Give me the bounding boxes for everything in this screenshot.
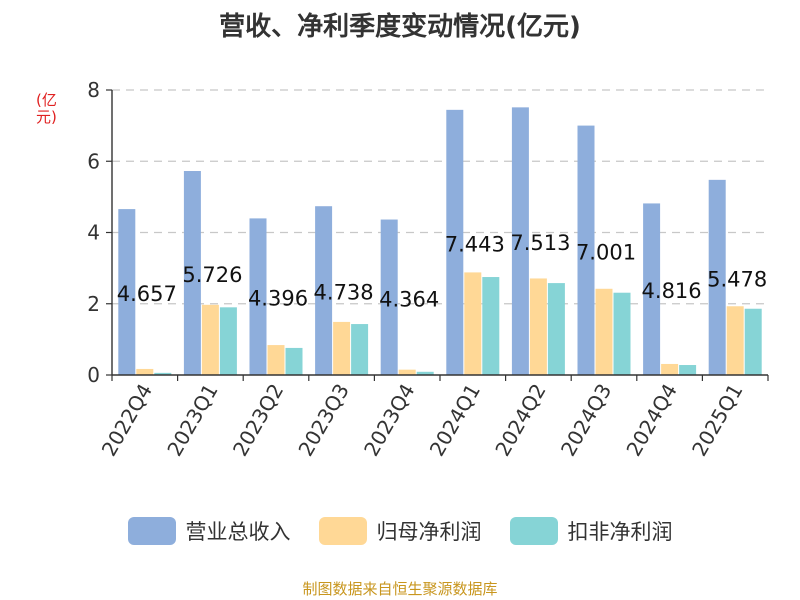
y-tick-label: 4 bbox=[87, 221, 100, 245]
legend-item[interactable]: 扣非净利润 bbox=[509, 516, 673, 546]
x-tick-label: 2023Q4 bbox=[359, 380, 419, 461]
chart-title: 营收、净利季度变动情况(亿元) bbox=[219, 12, 581, 42]
bar bbox=[136, 368, 154, 375]
bar bbox=[285, 347, 303, 375]
bar bbox=[315, 206, 333, 375]
bar bbox=[643, 203, 661, 375]
bar bbox=[380, 219, 398, 375]
legend: 营业总收入 归母净利润 扣非净利润 bbox=[0, 516, 800, 546]
y-tick-label: 2 bbox=[87, 292, 100, 316]
bar bbox=[333, 321, 351, 375]
x-tick-label: 2023Q2 bbox=[228, 380, 288, 461]
legend-label: 营业总收入 bbox=[185, 520, 291, 544]
bar bbox=[679, 365, 697, 375]
bar-value-label: 5.478 bbox=[707, 267, 767, 291]
bar-value-label: 4.657 bbox=[117, 282, 177, 306]
bar-value-label: 4.816 bbox=[642, 279, 702, 303]
x-tick-label: 2024Q3 bbox=[556, 380, 616, 461]
bar bbox=[464, 272, 482, 375]
legend-label: 归母净利润 bbox=[376, 520, 482, 544]
x-tick-label: 2024Q4 bbox=[621, 380, 681, 461]
legend-item[interactable]: 营业总收入 bbox=[127, 516, 291, 546]
bar-value-label: 4.738 bbox=[314, 281, 374, 305]
x-tick-label: 2023Q1 bbox=[162, 380, 222, 461]
bar bbox=[708, 179, 726, 375]
x-tick-label: 2025Q1 bbox=[687, 380, 747, 461]
bar bbox=[249, 218, 267, 375]
legend-swatch bbox=[318, 517, 367, 545]
bar bbox=[398, 369, 416, 375]
bars bbox=[118, 107, 762, 376]
bar-value-label: 4.396 bbox=[248, 287, 308, 311]
y-axis-label: (亿元) bbox=[36, 91, 57, 126]
legend-swatch bbox=[127, 517, 176, 545]
bar bbox=[219, 307, 237, 375]
bar bbox=[726, 306, 744, 375]
y-tick-label: 8 bbox=[87, 78, 100, 102]
bar-value-label: 4.364 bbox=[379, 287, 439, 311]
x-tick-label: 2024Q2 bbox=[490, 380, 550, 461]
y-tick-label: 0 bbox=[87, 363, 100, 387]
bar bbox=[446, 109, 464, 375]
bar bbox=[183, 171, 201, 375]
bar bbox=[529, 278, 547, 375]
bar-value-label: 7.513 bbox=[510, 231, 570, 255]
y-tick-label: 6 bbox=[87, 149, 100, 173]
x-tick-label: 2022Q4 bbox=[97, 380, 157, 461]
bar bbox=[118, 209, 136, 375]
x-tick-label: 2023Q3 bbox=[293, 380, 353, 461]
bar-value-label: 5.726 bbox=[182, 263, 242, 287]
bar bbox=[744, 308, 762, 375]
legend-item[interactable]: 归母净利润 bbox=[318, 516, 482, 546]
bar bbox=[416, 371, 434, 375]
bar bbox=[595, 288, 613, 375]
bar bbox=[511, 107, 529, 376]
bar bbox=[351, 324, 369, 375]
bar bbox=[547, 283, 565, 375]
bar bbox=[201, 304, 219, 375]
legend-label: 扣非净利润 bbox=[567, 520, 673, 544]
bar-value-label: 7.001 bbox=[576, 240, 636, 264]
bar bbox=[154, 372, 172, 375]
bar bbox=[613, 292, 631, 375]
bar bbox=[661, 363, 679, 375]
legend-swatch bbox=[509, 517, 558, 545]
x-tick-label: 2024Q1 bbox=[425, 380, 485, 461]
source-note: 制图数据来自恒生聚源数据库 bbox=[302, 580, 498, 598]
bar bbox=[267, 345, 285, 375]
bar bbox=[577, 125, 595, 375]
bar bbox=[482, 277, 500, 375]
bar-value-label: 7.443 bbox=[445, 232, 505, 256]
